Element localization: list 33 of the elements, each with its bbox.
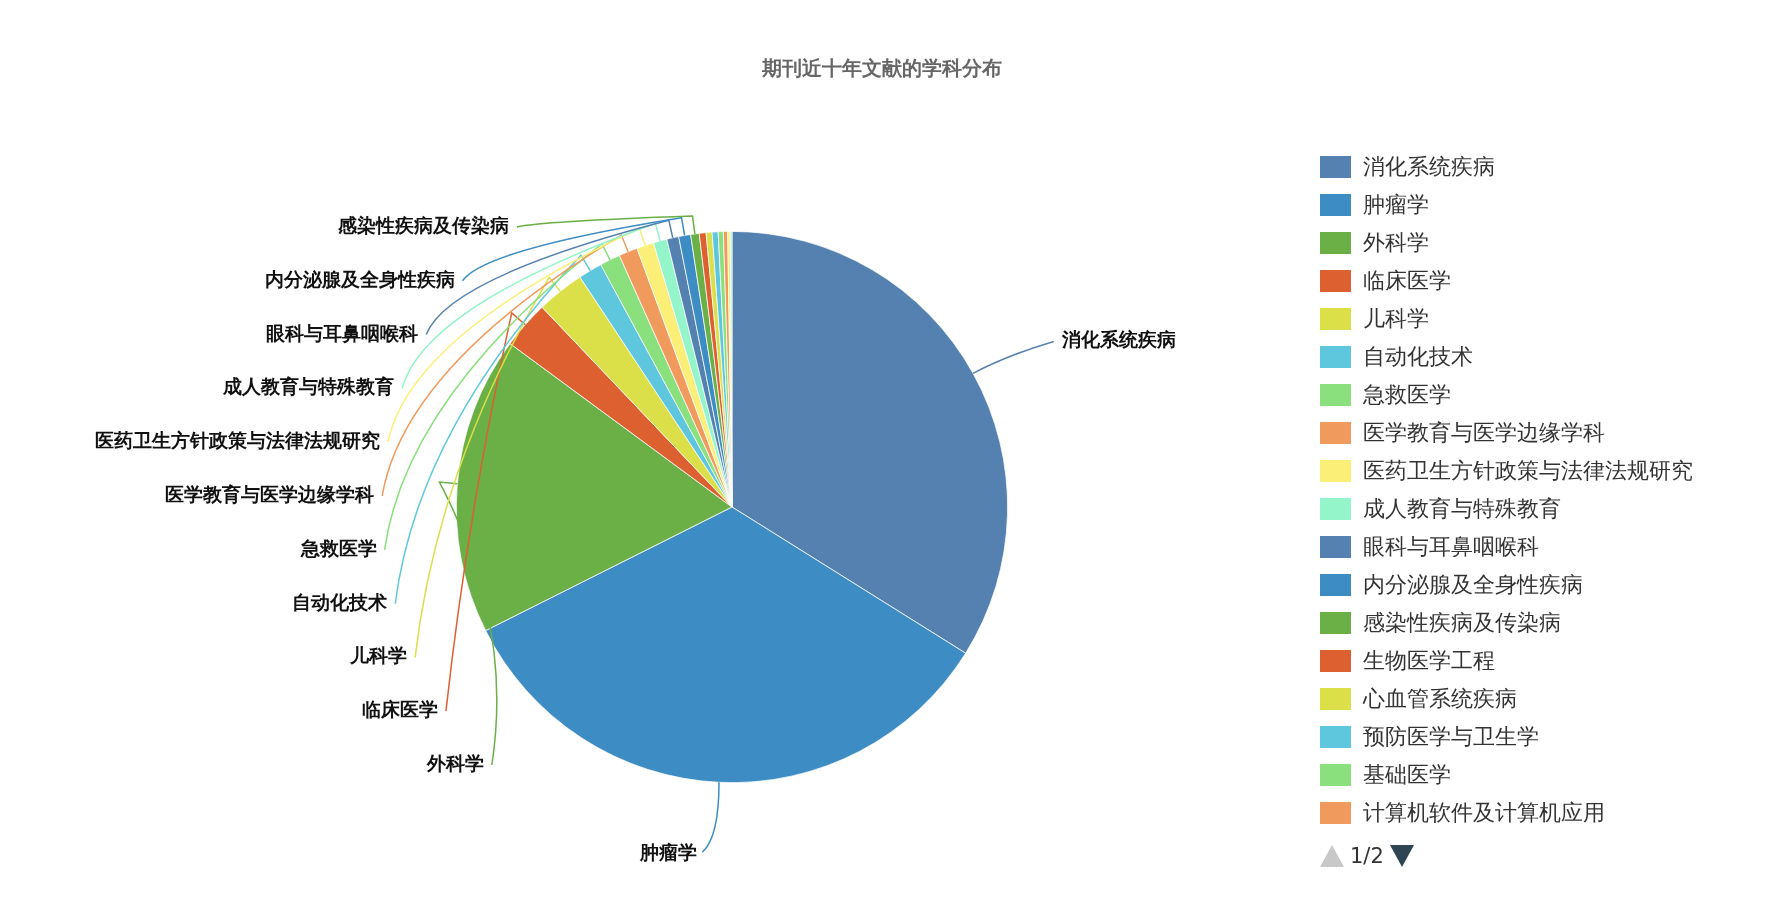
- slice-label: 眼科与耳鼻咽喉科: [266, 321, 419, 344]
- legend-label: 心血管系统疾病: [1363, 685, 1517, 713]
- legend-label: 生物医学工程: [1363, 647, 1495, 675]
- slice-label: 医药卫生方针政策与法律法规研究: [94, 429, 380, 452]
- legend-label: 预防医学与卫生学: [1363, 723, 1539, 751]
- slice-label: 成人教育与特殊教育: [222, 375, 395, 398]
- slice-label: 消化系统疾病: [1060, 328, 1176, 351]
- legend-label: 成人教育与特殊教育: [1363, 495, 1561, 523]
- slice-label: 临床医学: [361, 698, 438, 721]
- legend-label: 肿瘤学: [1363, 191, 1429, 219]
- legend-label: 眼科与耳鼻咽喉科: [1363, 533, 1539, 561]
- slice-label: 自动化技术: [292, 590, 388, 613]
- legend-label: 内分泌腺及全身性疾病: [1363, 571, 1583, 599]
- legend-label: 感染性疾病及传染病: [1363, 609, 1561, 637]
- legend-label: 临床医学: [1363, 267, 1451, 295]
- slice-label: 肿瘤学: [639, 841, 698, 864]
- slice-label: 儿科学: [349, 644, 408, 667]
- legend-label: 急救医学: [1363, 381, 1451, 409]
- legend-label: 消化系统疾病: [1363, 153, 1495, 181]
- legend-label: 基础医学: [1363, 761, 1451, 789]
- slice-label: 外科学: [425, 751, 484, 774]
- slice-label: 医学教育与医学边缘学科: [165, 482, 375, 505]
- legend-label: 医学教育与医学边缘学科: [1363, 419, 1605, 447]
- legend-label: 计算机软件及计算机应用: [1363, 799, 1605, 827]
- text: 1/2: [1350, 844, 1384, 868]
- legend-label: 外科学: [1363, 229, 1429, 257]
- slice-label: 内分泌腺及全身性疾病: [264, 267, 455, 290]
- slice-label: 急救医学: [299, 536, 377, 559]
- slice-label: 感染性疾病及传染病: [336, 213, 509, 236]
- legend-label: 自动化技术: [1363, 343, 1473, 371]
- legend-label: 儿科学: [1363, 305, 1429, 333]
- chart-title: 期刊近十年文献的学科分布: [761, 56, 1002, 81]
- legend-label: 医药卫生方针政策与法律法规研究: [1363, 457, 1693, 485]
